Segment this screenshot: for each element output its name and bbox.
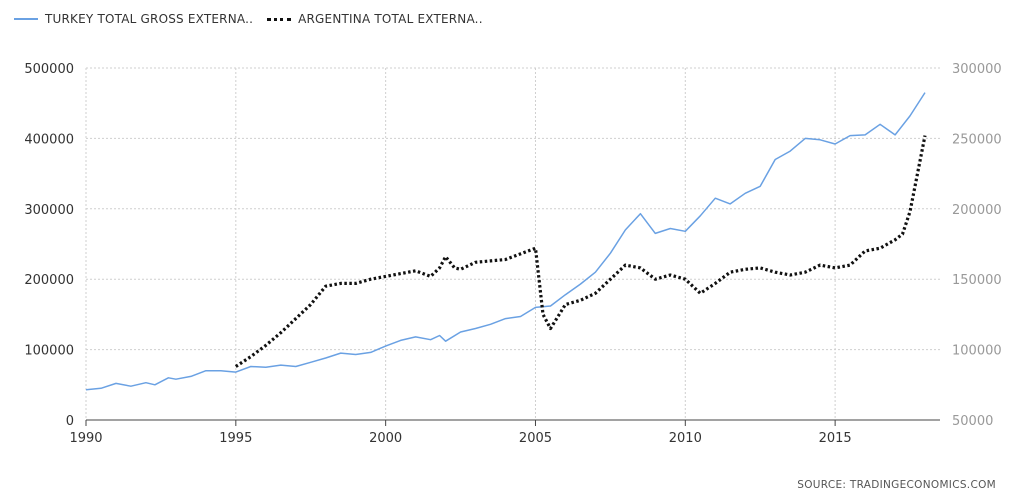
y-right-tick-label: 250000: [952, 132, 1002, 147]
y-left-tick-label: 0: [66, 414, 74, 429]
y-right-tick-label: 50000: [952, 414, 993, 429]
legend-swatch-turkey: [14, 18, 38, 20]
y-axis-right-ticks: 50000 100000 150000 200000 250000 300000: [952, 62, 1002, 429]
y-left-tick-label: 400000: [24, 132, 74, 147]
x-axis-ticks: 1990 1995 2000 2005 2010 2015: [69, 420, 852, 446]
grid: [85, 67, 940, 421]
y-left-tick-label: 200000: [24, 273, 74, 288]
y-right-tick-label: 200000: [952, 203, 1002, 218]
y-left-tick-label: 500000: [24, 62, 74, 77]
y-left-tick-label: 300000: [24, 203, 74, 218]
y-left-tick-label: 100000: [24, 344, 74, 359]
legend-swatch-argentina: [267, 17, 292, 21]
x-tick-label: 2015: [819, 431, 852, 446]
legend-entry-argentina[interactable]: ARGENTINA TOTAL EXTERNA..: [267, 12, 483, 26]
y-right-tick-label: 100000: [952, 344, 1002, 359]
y-right-tick-label: 300000: [952, 62, 1002, 77]
legend-label-argentina: ARGENTINA TOTAL EXTERNA..: [298, 12, 483, 26]
x-tick-label: 1990: [69, 431, 102, 446]
legend-entry-turkey[interactable]: TURKEY TOTAL GROSS EXTERNA..: [14, 12, 253, 26]
x-tick-label: 2010: [669, 431, 702, 446]
legend-label-turkey: TURKEY TOTAL GROSS EXTERNA..: [45, 12, 254, 26]
x-tick-label: 2005: [519, 431, 552, 446]
x-tick-label: 1995: [219, 431, 252, 446]
source-credit[interactable]: SOURCE: TRADINGECONOMICS.COM: [797, 479, 996, 491]
x-tick-label: 2000: [369, 431, 402, 446]
y-axis-left-ticks: 0 100000 200000 300000 400000 500000: [24, 62, 74, 429]
series-line-argentina[interactable]: [234, 135, 927, 368]
series-line-turkey[interactable]: [85, 92, 926, 391]
series-lines: [85, 92, 927, 391]
y-right-tick-label: 150000: [952, 273, 1002, 288]
legend: TURKEY TOTAL GROSS EXTERNA.. ARGENTINA T…: [14, 12, 483, 26]
